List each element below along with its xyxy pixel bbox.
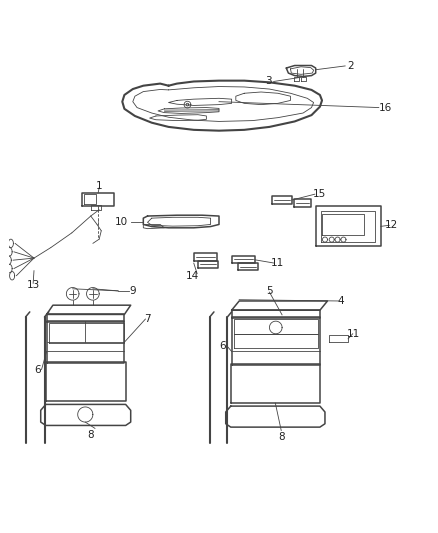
Text: 13: 13 xyxy=(27,280,40,290)
Text: 8: 8 xyxy=(278,432,285,442)
Text: 15: 15 xyxy=(312,189,326,199)
Text: 14: 14 xyxy=(186,271,200,281)
Text: 9: 9 xyxy=(130,286,136,296)
Text: 10: 10 xyxy=(115,217,128,228)
Text: 11: 11 xyxy=(347,329,360,339)
Text: 11: 11 xyxy=(271,258,285,268)
Text: 6: 6 xyxy=(219,341,226,351)
Text: 1: 1 xyxy=(96,181,102,191)
Text: 2: 2 xyxy=(347,61,353,71)
Text: 12: 12 xyxy=(385,220,398,230)
Text: 8: 8 xyxy=(88,430,94,440)
Text: 3: 3 xyxy=(265,77,272,86)
Text: 7: 7 xyxy=(144,314,151,324)
Text: 16: 16 xyxy=(378,102,392,112)
Text: 5: 5 xyxy=(266,286,273,296)
Text: 4: 4 xyxy=(338,296,344,306)
Text: 6: 6 xyxy=(34,365,41,375)
